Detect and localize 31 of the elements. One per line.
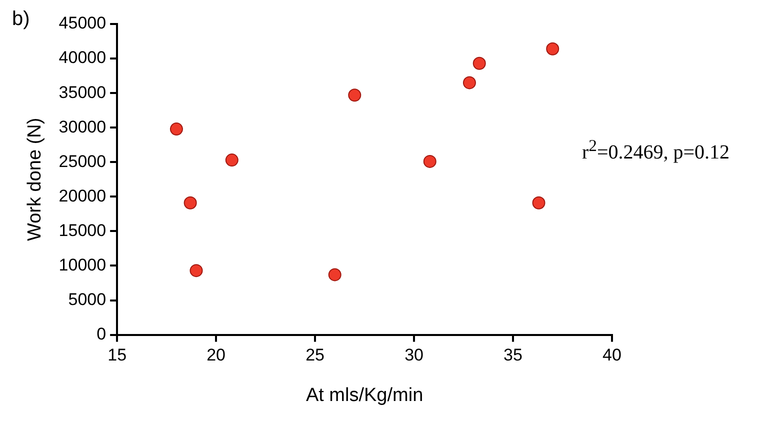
point xyxy=(462,76,476,90)
x-tick-label: 15 xyxy=(108,346,127,365)
point xyxy=(546,42,560,56)
x-tick-label: 35 xyxy=(504,346,522,365)
x-tick-label: 20 xyxy=(206,346,226,365)
point xyxy=(423,154,436,168)
y-tick-label: 5000 xyxy=(68,290,106,309)
point xyxy=(184,196,197,210)
y-tick-label: 35000 xyxy=(58,82,106,102)
y-axis-title: Work done (N) xyxy=(24,118,46,241)
y-tick-label: 15000 xyxy=(58,220,106,240)
point xyxy=(328,268,342,282)
y-tick-label: 25000 xyxy=(58,152,106,171)
point xyxy=(190,264,203,278)
y-tick-label: 0 xyxy=(96,324,106,344)
y-tick-label: 40000 xyxy=(58,48,106,68)
point xyxy=(532,196,546,210)
y-tick-label: 20000 xyxy=(58,186,106,206)
y-tick-label: 45000 xyxy=(58,14,106,33)
y-tick-label: 10000 xyxy=(58,255,106,274)
y-tick-label: 30000 xyxy=(58,117,106,136)
text: b) xyxy=(12,8,30,31)
x-tick-label: 40 xyxy=(602,346,622,365)
x-axis-title: At mls/Kg/min xyxy=(306,384,424,406)
x-tick-label: 25 xyxy=(306,346,325,365)
x-tick-label: 30 xyxy=(404,346,424,365)
point xyxy=(170,122,183,136)
point xyxy=(225,154,238,167)
point xyxy=(348,88,362,102)
annotation: r$^{2}$=0.2469, p=0.12 xyxy=(582,136,730,165)
point xyxy=(472,56,486,70)
